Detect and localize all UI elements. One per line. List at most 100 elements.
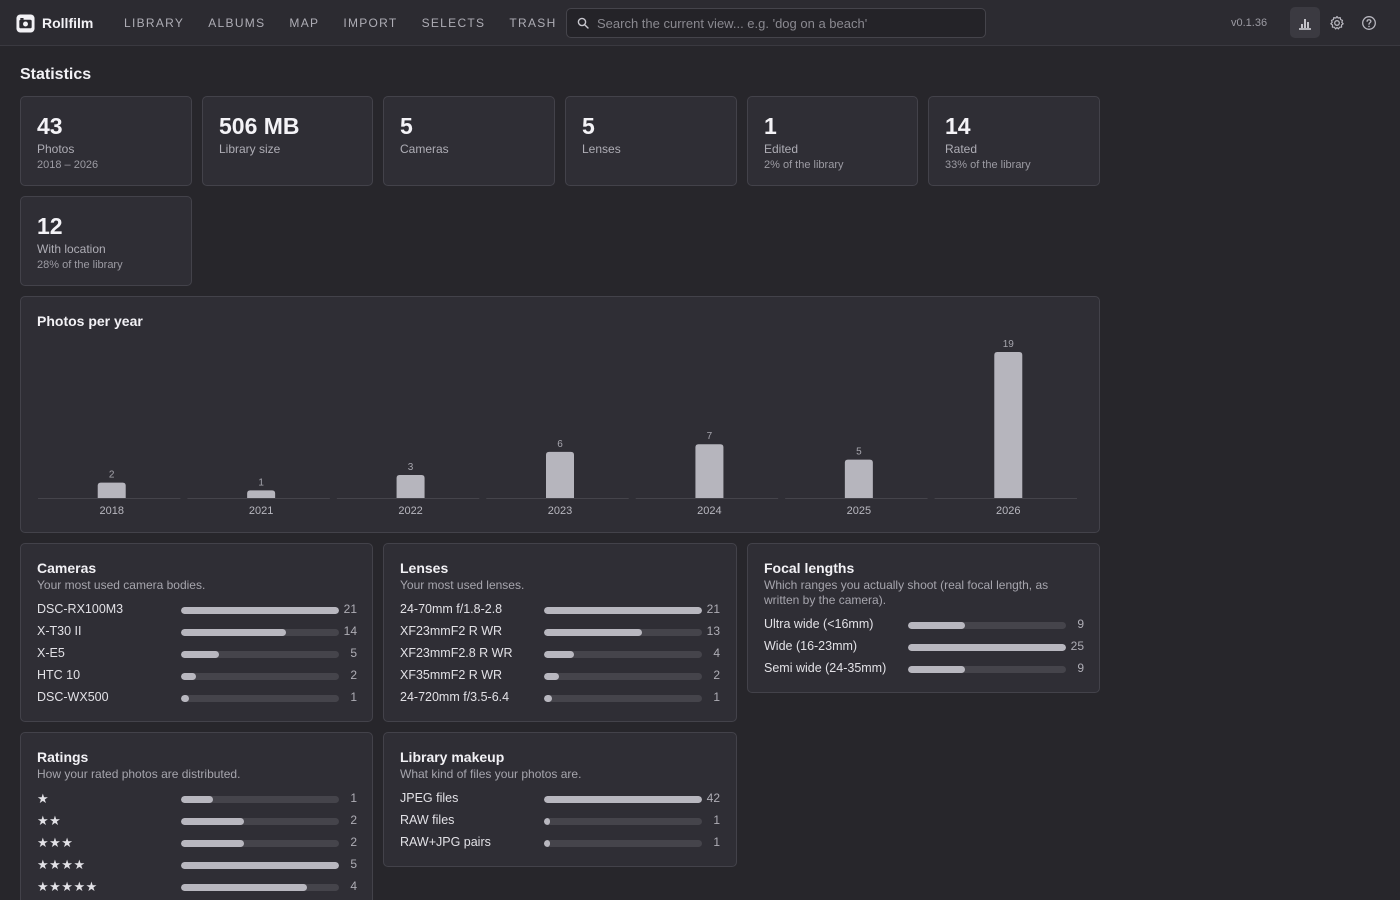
star-rating-label: ★ [37, 791, 50, 806]
list-item: ★★ 2 [37, 810, 357, 832]
chart-bar-2022[interactable] [396, 474, 425, 498]
stat-label: Cameras [400, 142, 449, 156]
lenses-panel: Lenses Your most used lenses. 24-70mm f/… [383, 543, 737, 722]
usage-bar-fill [181, 673, 196, 680]
list-item-count: 5 [350, 646, 357, 660]
list-item: DSC-WX500 1 [37, 687, 357, 709]
list-item-label: Ultra wide (<16mm) [764, 617, 874, 631]
library-makeup-list: JPEG files 42 RAW files 1 RAW+JPG pairs 1 [400, 788, 720, 854]
usage-bar-fill [544, 629, 642, 636]
list-item-count: 9 [1077, 617, 1084, 631]
list-item: 24-720mm f/3.5-6.4 1 [400, 687, 720, 709]
chart-bar-2025[interactable] [844, 459, 873, 498]
list-item-label: RAW+JPG pairs [400, 835, 491, 849]
list-item-count: 14 [343, 624, 357, 638]
panel-description: Your most used camera bodies. [37, 578, 206, 592]
usage-bar-track [908, 644, 1066, 651]
list-item: JPEG files 42 [400, 788, 720, 810]
list-item-count: 1 [713, 690, 720, 704]
usage-bar-track [544, 818, 702, 825]
stat-card-lenses: 5 Lenses [565, 96, 737, 186]
star-rating-label: ★★ [37, 813, 62, 828]
usage-bar-fill [908, 666, 965, 673]
list-item-count: 13 [706, 624, 720, 638]
usage-bar-fill [544, 607, 702, 614]
chart-bar-2024[interactable] [695, 444, 724, 498]
list-item-label: 24-720mm f/3.5-6.4 [400, 690, 510, 704]
focal-lengths-panel: Focal lengths Which ranges you actually … [747, 543, 1100, 693]
usage-bar-fill [181, 607, 339, 614]
nav-albums[interactable]: ALBUMS [208, 16, 266, 30]
stat-sub: 28% of the library [37, 259, 123, 271]
chart-value-label: 5 [856, 447, 862, 458]
nav-selects[interactable]: SELECTS [421, 16, 486, 30]
list-item-count: 1 [713, 835, 720, 849]
usage-bar-track [181, 840, 339, 847]
list-item: XF35mmF2 R WR 2 [400, 665, 720, 687]
list-item-count: 5 [350, 857, 357, 871]
nav-import[interactable]: IMPORT [343, 16, 398, 30]
panel-title: Library makeup [400, 749, 505, 765]
chart-bar-2026[interactable] [994, 352, 1023, 498]
chart-value-label: 2 [109, 470, 115, 481]
chart-bar-2023[interactable] [546, 451, 574, 498]
list-item-count: 4 [713, 646, 720, 660]
usage-bar-fill [544, 840, 550, 847]
list-item-label: Semi wide (24-35mm) [764, 661, 887, 675]
ratings-panel: Ratings How your rated photos are distri… [20, 732, 373, 900]
stat-label: Photos [37, 142, 75, 156]
focal-lengths-list: Ultra wide (<16mm) 9 Wide (16-23mm) 25 Semi … [764, 614, 1084, 680]
lenses-list: 24-70mm f/1.8-2.8 21 XF23mmF2 R WR 13 XF23mm… [400, 599, 720, 709]
usage-bar-fill [181, 884, 308, 891]
list-item: Wide (16-23mm) 25 [764, 636, 1084, 658]
statistics-button[interactable] [1290, 7, 1320, 38]
usage-bar-fill [181, 862, 339, 869]
list-item-label: Wide (16-23mm) [764, 639, 858, 653]
usage-bar-fill [181, 629, 287, 636]
list-item-count: 2 [350, 835, 357, 849]
usage-bar-track [544, 607, 702, 614]
list-item-count: 1 [350, 690, 357, 704]
settings-button[interactable] [1322, 7, 1352, 38]
usage-bar-track [181, 862, 339, 869]
list-item: ★ 1 [37, 788, 357, 810]
chart-value-label: 1 [258, 477, 264, 488]
chart-x-tick-label: 2018 [99, 505, 123, 517]
stat-sub: 33% of the library [945, 159, 1031, 171]
search-input[interactable] [597, 9, 977, 37]
nav-map[interactable]: MAP [289, 16, 320, 30]
gear-icon [1330, 15, 1344, 29]
list-item-label: HTC 10 [37, 668, 81, 682]
stat-value: 5 [400, 113, 413, 139]
list-item-label: 24-70mm f/1.8-2.8 [400, 602, 503, 616]
panel-description: What kind of files your photos are. [400, 767, 582, 781]
list-item: DSC-RX100M3 21 [37, 599, 357, 621]
help-button[interactable] [1354, 7, 1384, 38]
chart-value-label: 3 [408, 462, 414, 473]
stat-card-photos: 43 Photos 2018 – 2026 [20, 96, 192, 186]
panel-title: Focal lengths [764, 560, 855, 576]
stat-value: 12 [37, 213, 63, 239]
brand[interactable]: Rollfilm [16, 13, 93, 33]
usage-bar-track [181, 796, 339, 803]
usage-bar-track [181, 607, 339, 614]
list-item: ★★★★★ 4 [37, 876, 357, 898]
list-item: ★★★ 2 [37, 832, 357, 854]
chart-x-tick-label: 2021 [249, 505, 273, 517]
panel-title: Lenses [400, 560, 449, 576]
chart-bar-2021[interactable] [247, 490, 276, 498]
list-item-count: 42 [706, 791, 720, 805]
chart-x-tick-label: 2025 [847, 505, 871, 517]
library-makeup-panel: Library makeup What kind of files your p… [383, 732, 737, 867]
star-rating-label: ★★★ [37, 835, 74, 850]
top-bar: Rollfilm LIBRARY ALBUMS MAP IMPORT SELEC… [0, 0, 1400, 46]
nav-library[interactable]: LIBRARY [124, 16, 185, 30]
chart-bar-2018[interactable] [97, 482, 126, 498]
list-item-count: 2 [350, 668, 357, 682]
usage-bar-fill [908, 622, 965, 629]
nav-trash[interactable]: TRASH [509, 16, 557, 30]
chart-value-label: 7 [707, 431, 713, 442]
help-icon [1362, 15, 1376, 30]
list-item: XF23mmF2.8 R WR 4 [400, 643, 720, 665]
usage-bar-track [181, 695, 339, 702]
